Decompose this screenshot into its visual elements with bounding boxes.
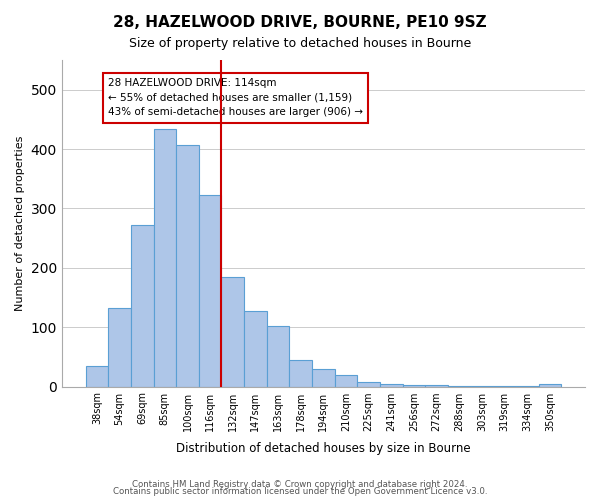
X-axis label: Distribution of detached houses by size in Bourne: Distribution of detached houses by size …: [176, 442, 471, 455]
Bar: [154, 130, 176, 386]
Bar: [312, 368, 335, 386]
Bar: [131, 225, 154, 386]
Bar: [86, 366, 108, 386]
Y-axis label: Number of detached properties: Number of detached properties: [15, 136, 25, 311]
Bar: [289, 360, 312, 386]
Bar: [221, 278, 244, 386]
Bar: [380, 384, 403, 386]
Bar: [358, 382, 380, 386]
Bar: [199, 195, 221, 386]
Bar: [108, 308, 131, 386]
Text: 28 HAZELWOOD DRIVE: 114sqm
← 55% of detached houses are smaller (1,159)
43% of s: 28 HAZELWOOD DRIVE: 114sqm ← 55% of deta…: [108, 78, 363, 118]
Bar: [176, 145, 199, 386]
Text: 28, HAZELWOOD DRIVE, BOURNE, PE10 9SZ: 28, HAZELWOOD DRIVE, BOURNE, PE10 9SZ: [113, 15, 487, 30]
Bar: [267, 326, 289, 386]
Bar: [244, 310, 267, 386]
Text: Contains HM Land Registry data © Crown copyright and database right 2024.: Contains HM Land Registry data © Crown c…: [132, 480, 468, 489]
Bar: [539, 384, 561, 386]
Text: Size of property relative to detached houses in Bourne: Size of property relative to detached ho…: [129, 38, 471, 51]
Text: Contains public sector information licensed under the Open Government Licence v3: Contains public sector information licen…: [113, 487, 487, 496]
Bar: [335, 374, 358, 386]
